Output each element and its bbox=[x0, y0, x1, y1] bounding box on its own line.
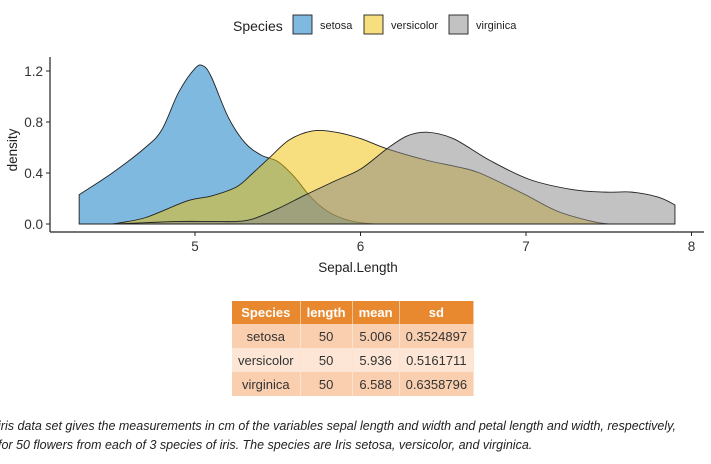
y-tick-label: 0.8 bbox=[24, 115, 43, 130]
legend-swatch bbox=[292, 14, 313, 35]
y-axis-ticks: 0.0 0.4 0.8 1.2 bbox=[24, 64, 50, 232]
header-length: length bbox=[300, 301, 353, 324]
legend-swatch bbox=[363, 14, 384, 35]
y-tick-label: 0.4 bbox=[24, 166, 43, 181]
summary-table: Species length mean sd setosa 50 5.006 0… bbox=[232, 301, 475, 396]
cell-mean: 5.936 bbox=[352, 348, 400, 372]
legend-title: Species bbox=[233, 18, 283, 34]
x-axis-ticks: 5 6 7 8 bbox=[191, 232, 695, 254]
header-mean: mean bbox=[352, 301, 400, 324]
caption: iris data set gives the measurements in … bbox=[0, 417, 676, 455]
table-header-row: Species length mean sd bbox=[232, 301, 475, 324]
cell-sd: 0.5161711 bbox=[399, 348, 475, 372]
x-tick-label: 6 bbox=[357, 239, 365, 254]
x-axis-label: Sepal.Length bbox=[318, 260, 398, 275]
density-chart: Species setosa versicolor virginica 5 6 7 8 0… bbox=[5, 14, 704, 275]
x-tick-label: 7 bbox=[522, 239, 530, 254]
table-row: versicolor 50 5.936 0.5161711 bbox=[232, 348, 475, 372]
cell-mean: 6.588 bbox=[352, 372, 400, 396]
legend: Species setosa versicolor virginica bbox=[233, 14, 517, 35]
x-tick-label: 5 bbox=[191, 239, 199, 254]
cell-species: versicolor bbox=[232, 348, 301, 372]
cell-sd: 0.3524897 bbox=[399, 324, 475, 348]
header-species: Species bbox=[232, 301, 301, 324]
legend-item-virginica: virginica bbox=[448, 14, 517, 35]
legend-swatch bbox=[448, 14, 469, 35]
density-area-virginica bbox=[112, 132, 675, 224]
cell-species: setosa bbox=[232, 324, 301, 348]
density-area-setosa bbox=[79, 64, 378, 224]
caption-line-2: for 50 flowers from each of 3 species of… bbox=[0, 438, 533, 452]
caption-line-1: iris data set gives the measurements in … bbox=[0, 419, 676, 433]
y-axis-label: density bbox=[5, 128, 20, 171]
header-sd: sd bbox=[399, 301, 475, 324]
cell-species: virginica bbox=[232, 372, 301, 396]
table-row: setosa 50 5.006 0.3524897 bbox=[232, 324, 475, 348]
cell-length: 50 bbox=[300, 348, 353, 372]
legend-label: virginica bbox=[476, 20, 517, 32]
table-row: virginica 50 6.588 0.6358796 bbox=[232, 372, 475, 396]
legend-item-versicolor: versicolor bbox=[363, 14, 438, 35]
cell-length: 50 bbox=[300, 372, 353, 396]
density-line-virginica bbox=[112, 131, 676, 225]
legend-label: versicolor bbox=[391, 20, 438, 32]
cell-length: 50 bbox=[300, 324, 353, 348]
y-tick-label: 1.2 bbox=[24, 64, 43, 79]
x-tick-label: 8 bbox=[688, 239, 696, 254]
cell-mean: 5.006 bbox=[352, 324, 400, 348]
legend-label: setosa bbox=[320, 20, 353, 32]
cell-sd: 0.6358796 bbox=[399, 372, 475, 396]
y-tick-label: 0.0 bbox=[24, 217, 43, 232]
legend-item-setosa: setosa bbox=[292, 14, 353, 35]
density-areas bbox=[78, 64, 676, 225]
